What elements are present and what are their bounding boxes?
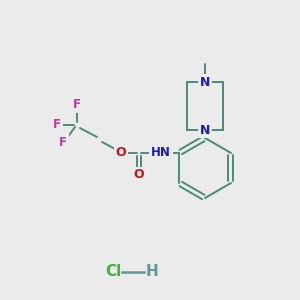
Text: HN: HN bbox=[151, 146, 171, 160]
Text: N: N bbox=[200, 76, 210, 88]
Text: Cl: Cl bbox=[106, 265, 122, 280]
Text: O: O bbox=[134, 169, 144, 182]
Text: H: H bbox=[146, 265, 159, 280]
Text: F: F bbox=[53, 118, 61, 131]
Text: N: N bbox=[200, 124, 210, 136]
Text: F: F bbox=[59, 136, 67, 148]
Text: O: O bbox=[116, 146, 126, 160]
Text: F: F bbox=[73, 98, 81, 112]
